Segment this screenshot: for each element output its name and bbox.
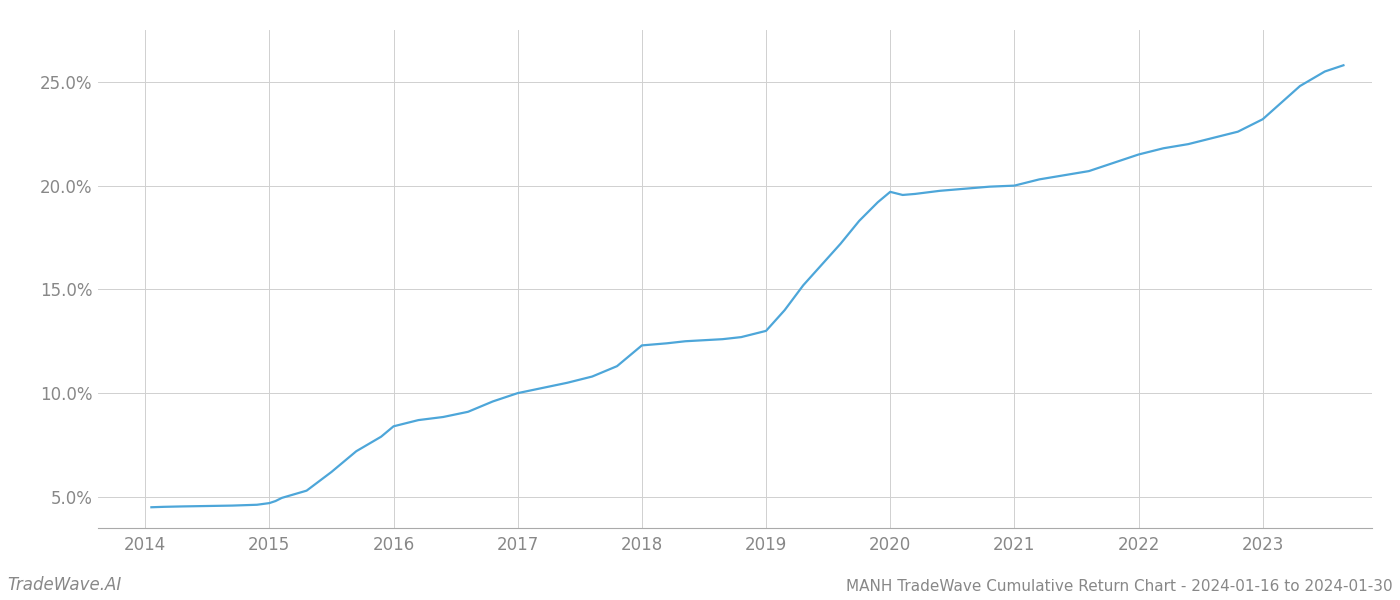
Text: MANH TradeWave Cumulative Return Chart - 2024-01-16 to 2024-01-30: MANH TradeWave Cumulative Return Chart -… <box>847 579 1393 594</box>
Text: TradeWave.AI: TradeWave.AI <box>7 576 122 594</box>
